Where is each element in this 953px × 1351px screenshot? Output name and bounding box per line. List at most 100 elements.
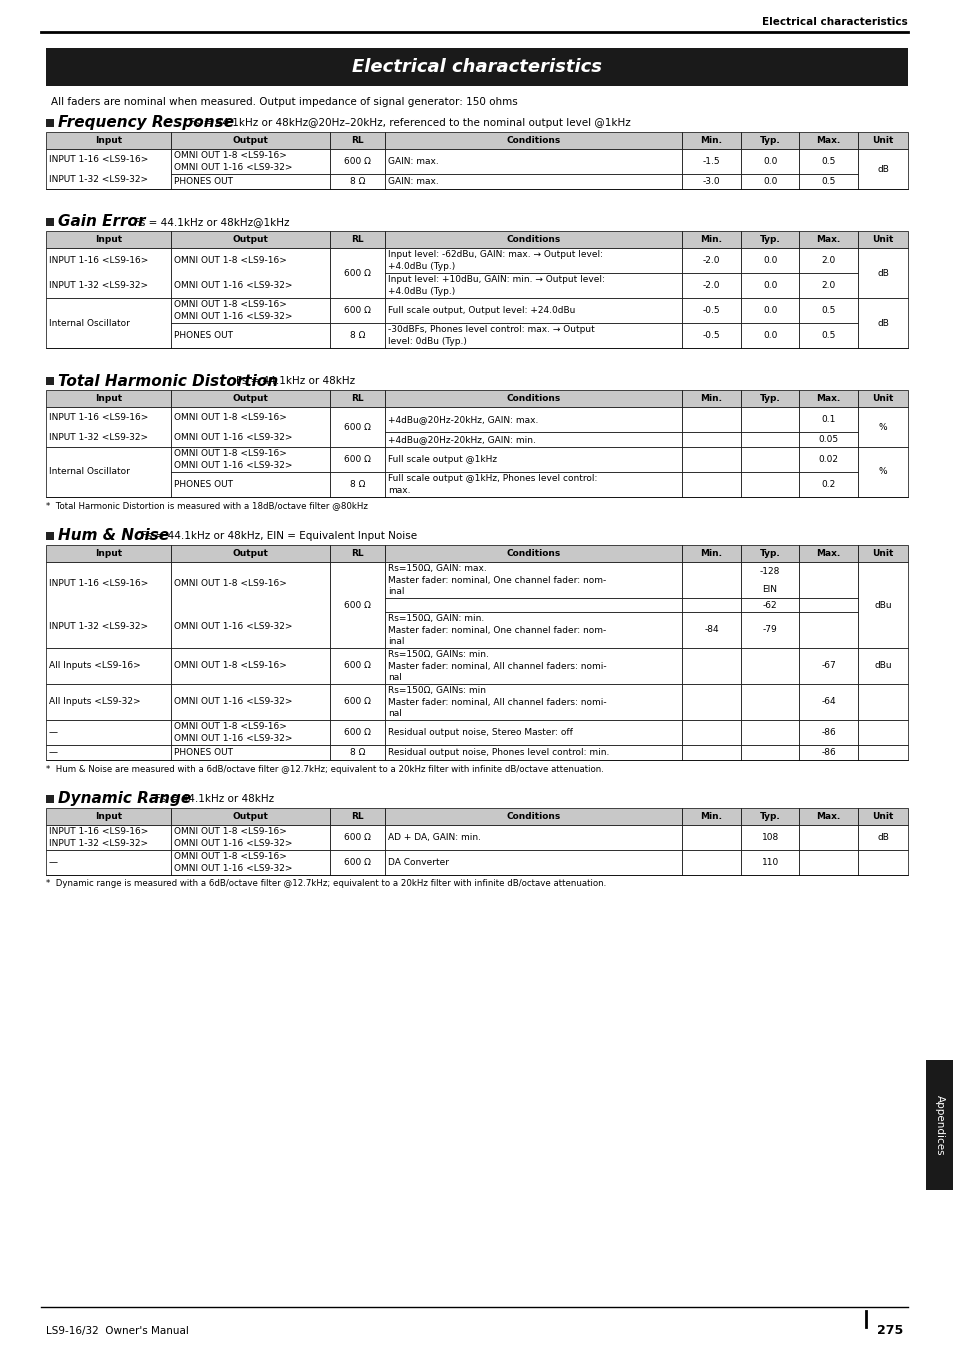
Bar bbox=[46, 377, 54, 385]
Bar bbox=[681, 132, 740, 149]
Bar bbox=[330, 174, 384, 189]
Bar bbox=[857, 132, 907, 149]
Text: 600 Ω: 600 Ω bbox=[344, 662, 371, 670]
Bar bbox=[330, 850, 384, 875]
Text: OMNI OUT 1-16 <LS9-32>: OMNI OUT 1-16 <LS9-32> bbox=[173, 621, 293, 631]
Bar bbox=[740, 684, 799, 720]
Text: Dynamic Range: Dynamic Range bbox=[58, 792, 191, 807]
Text: RL: RL bbox=[351, 394, 363, 403]
Text: Full scale output, Output level: +24.0dBu: Full scale output, Output level: +24.0dB… bbox=[387, 305, 575, 315]
Bar bbox=[330, 744, 384, 761]
Text: -67: -67 bbox=[821, 662, 835, 670]
Text: 0.1: 0.1 bbox=[821, 415, 835, 424]
Text: inal: inal bbox=[387, 638, 404, 647]
Text: 0.0: 0.0 bbox=[762, 255, 777, 265]
Text: 600 Ω: 600 Ω bbox=[344, 305, 371, 315]
Text: Max.: Max. bbox=[816, 812, 840, 821]
Text: max.: max. bbox=[387, 486, 410, 496]
Bar bbox=[799, 407, 857, 432]
Text: OMNI OUT 1-8 <LS9-16>: OMNI OUT 1-8 <LS9-16> bbox=[173, 662, 287, 670]
Bar bbox=[681, 720, 740, 744]
Bar bbox=[740, 299, 799, 323]
Text: Electrical characteristics: Electrical characteristics bbox=[352, 58, 601, 76]
Bar bbox=[681, 471, 740, 497]
Bar bbox=[171, 249, 330, 299]
Text: dBu: dBu bbox=[873, 600, 891, 609]
Bar bbox=[330, 407, 384, 447]
Bar bbox=[857, 744, 907, 761]
Bar bbox=[384, 684, 681, 720]
Bar bbox=[799, 390, 857, 407]
Text: Conditions: Conditions bbox=[506, 549, 560, 558]
Bar bbox=[740, 544, 799, 562]
Bar bbox=[740, 174, 799, 189]
Text: OMNI OUT 1-16 <LS9-32>: OMNI OUT 1-16 <LS9-32> bbox=[173, 163, 293, 172]
Text: Conditions: Conditions bbox=[506, 235, 560, 245]
Bar bbox=[384, 249, 681, 273]
Bar bbox=[330, 149, 384, 174]
Bar bbox=[799, 273, 857, 299]
Text: PHONES OUT: PHONES OUT bbox=[173, 177, 233, 186]
Text: %: % bbox=[878, 423, 886, 431]
Bar bbox=[171, 720, 330, 744]
Bar bbox=[171, 407, 330, 447]
Bar bbox=[384, 447, 681, 471]
Bar bbox=[330, 808, 384, 825]
Bar bbox=[857, 648, 907, 684]
Text: 110: 110 bbox=[760, 858, 778, 867]
Bar bbox=[857, 825, 907, 850]
Bar bbox=[330, 684, 384, 720]
Text: 0.0: 0.0 bbox=[762, 305, 777, 315]
Bar bbox=[681, 174, 740, 189]
Bar bbox=[857, 544, 907, 562]
Text: Input: Input bbox=[95, 235, 122, 245]
Bar bbox=[384, 544, 681, 562]
Text: Electrical characteristics: Electrical characteristics bbox=[761, 18, 907, 27]
Bar bbox=[740, 447, 799, 471]
Text: —: — bbox=[49, 858, 58, 867]
Bar bbox=[46, 562, 171, 648]
Text: Min.: Min. bbox=[700, 549, 721, 558]
Text: OMNI OUT 1-16 <LS9-32>: OMNI OUT 1-16 <LS9-32> bbox=[173, 697, 293, 707]
Bar bbox=[171, 744, 330, 761]
Bar bbox=[681, 407, 740, 432]
Bar bbox=[681, 231, 740, 249]
Text: Min.: Min. bbox=[700, 136, 721, 145]
Text: OMNI OUT 1-16 <LS9-32>: OMNI OUT 1-16 <LS9-32> bbox=[173, 461, 293, 470]
Bar bbox=[384, 720, 681, 744]
Bar bbox=[171, 323, 330, 349]
Text: —: — bbox=[49, 748, 58, 757]
Bar bbox=[46, 299, 171, 349]
Bar bbox=[384, 231, 681, 249]
Text: -62: -62 bbox=[762, 600, 777, 609]
Text: Master fader: nominal, All channel faders: nomi-: Master fader: nominal, All channel fader… bbox=[387, 662, 606, 670]
Text: 0.5: 0.5 bbox=[821, 157, 835, 166]
Text: 8 Ω: 8 Ω bbox=[350, 748, 365, 757]
Text: dB: dB bbox=[876, 165, 888, 173]
Bar bbox=[857, 720, 907, 744]
Text: OMNI OUT 1-16 <LS9-32>: OMNI OUT 1-16 <LS9-32> bbox=[173, 839, 293, 848]
Bar bbox=[330, 562, 384, 648]
Text: PHONES OUT: PHONES OUT bbox=[173, 748, 233, 757]
Text: Conditions: Conditions bbox=[506, 812, 560, 821]
Bar bbox=[799, 471, 857, 497]
Bar bbox=[681, 562, 740, 598]
Text: Max.: Max. bbox=[816, 136, 840, 145]
Text: GAIN: max.: GAIN: max. bbox=[387, 157, 438, 166]
Text: Input level: +10dBu, GAIN: min. → Output level:: Input level: +10dBu, GAIN: min. → Output… bbox=[387, 274, 604, 284]
Bar bbox=[681, 323, 740, 349]
Bar bbox=[384, 850, 681, 875]
Text: Typ.: Typ. bbox=[759, 549, 780, 558]
Text: Fs = 44.1kHz or 48kHz@20Hz–20kHz, referenced to the nominal output level @1kHz: Fs = 44.1kHz or 48kHz@20Hz–20kHz, refere… bbox=[189, 118, 630, 128]
Bar bbox=[799, 174, 857, 189]
Text: -2.0: -2.0 bbox=[702, 281, 720, 290]
Bar bbox=[681, 850, 740, 875]
Bar bbox=[681, 808, 740, 825]
Bar bbox=[799, 231, 857, 249]
Text: INPUT 1-32 <LS9-32>: INPUT 1-32 <LS9-32> bbox=[49, 839, 148, 848]
Text: PHONES OUT: PHONES OUT bbox=[173, 480, 233, 489]
Text: Fs = 44.1kHz or 48kHz: Fs = 44.1kHz or 48kHz bbox=[236, 376, 355, 386]
Bar bbox=[384, 273, 681, 299]
Text: Min.: Min. bbox=[700, 394, 721, 403]
Text: INPUT 1-16 <LS9-16>: INPUT 1-16 <LS9-16> bbox=[49, 827, 149, 836]
